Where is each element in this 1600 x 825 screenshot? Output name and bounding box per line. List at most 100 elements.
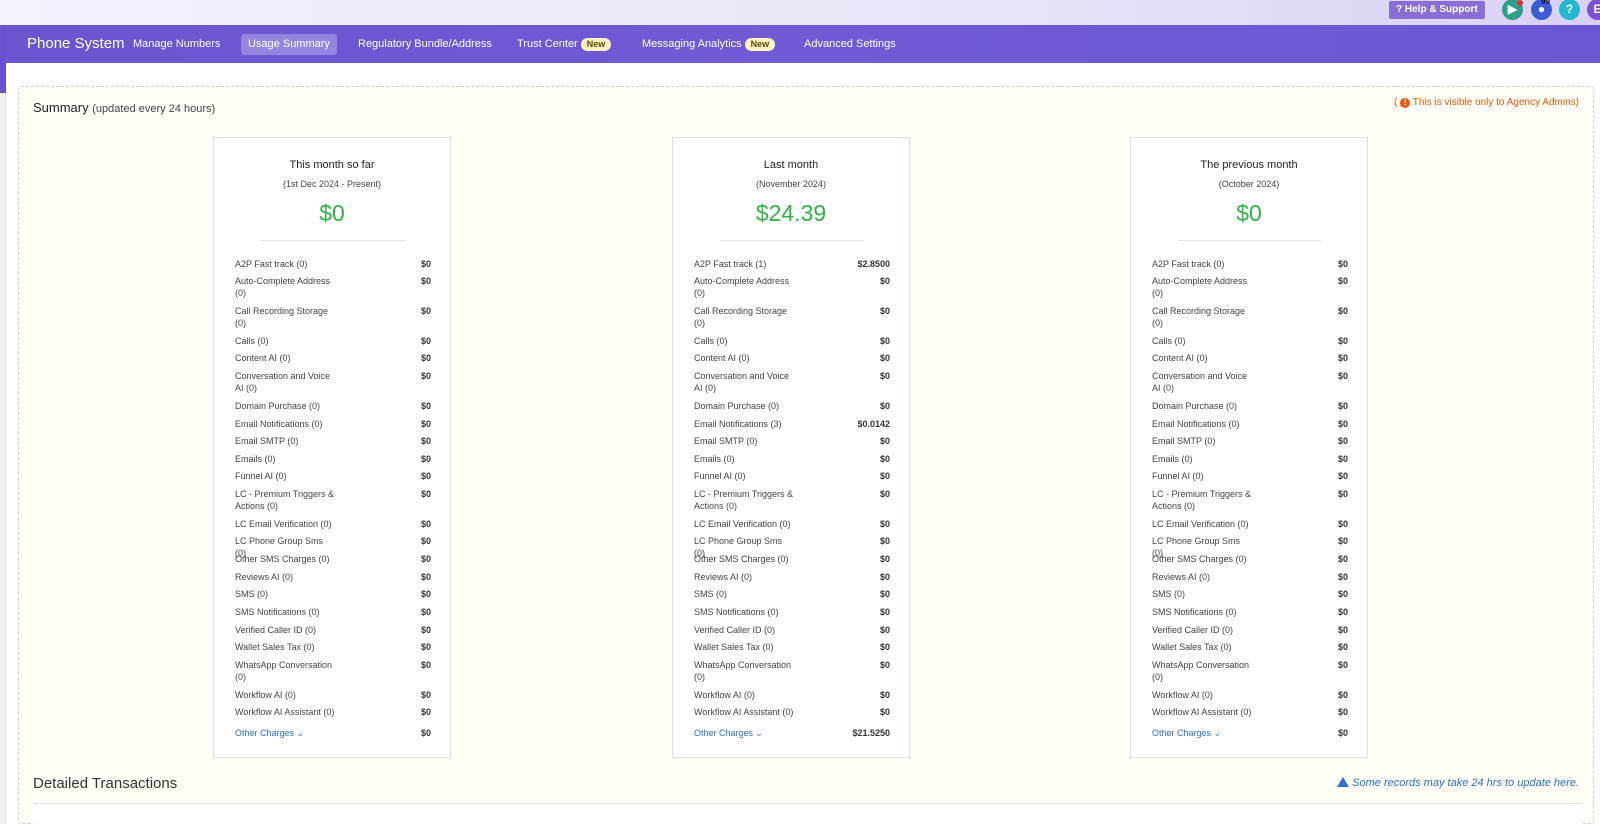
usage-row-amount: $0 [879, 690, 890, 700]
usage-row-label: Domain Purchase (0) [235, 401, 321, 411]
usage-row-amount: $0 [420, 607, 431, 617]
usage-row-label: Call Recording Storage (0) [235, 306, 329, 328]
agency-admin-note: ( ! This is visible only to Agency Admin… [1394, 97, 1579, 108]
other-charges-toggle[interactable]: Other Charges ⌄ [694, 728, 764, 738]
usage-row-amount: $0 [1337, 259, 1348, 269]
usage-row-amount: $0 [1337, 607, 1348, 617]
tab-messaging-analytics[interactable]: Messaging Analytics New [635, 34, 782, 55]
usage-row-label: A2P Fast track (0) [235, 259, 308, 269]
usage-row-amount: $0 [420, 554, 431, 564]
usage-row-label: LC Phone Group Sms (0) [694, 536, 783, 558]
usage-row-amount: $0 [879, 471, 890, 481]
usage-row-label: Wallet Sales Tax (0) [235, 642, 315, 652]
detailed-transactions-title: Detailed Transactions [33, 775, 178, 792]
usage-row-amount: $0 [420, 276, 431, 286]
card-date-range: (October 2024) [1218, 179, 1280, 189]
page-title: Phone System [27, 35, 125, 52]
other-charges-toggle[interactable]: Other Charges ⌄ [235, 728, 305, 738]
usage-row-amount: $0 [879, 371, 890, 381]
usage-row-amount: $0 [879, 401, 890, 411]
usage-row-label: Domain Purchase (0) [694, 401, 780, 411]
usage-row-amount: $2.8500 [857, 259, 890, 269]
usage-card-last-month: Last month (November 2024) $24.39 A2P Fast … [672, 137, 910, 758]
usage-row-label: Wallet Sales Tax (0) [1152, 642, 1232, 652]
bell-icon[interactable]: ● [1531, 0, 1552, 20]
usage-row-label: SMS Notifications (0) [1152, 607, 1237, 617]
help-support-button[interactable]: ? Help & Support [1389, 1, 1485, 19]
card-title: Last month [763, 159, 819, 171]
usage-row-label: Email Notifications (0) [235, 419, 323, 429]
usage-row-amount: $0 [420, 336, 431, 346]
card-total: $0 [319, 200, 345, 226]
usage-row-label: Conversation and Voice AI (0) [235, 371, 331, 393]
usage-row-label: Auto-Complete Address (0) [694, 276, 790, 298]
usage-row-amount: $0 [420, 536, 431, 546]
usage-row-label: Content AI (0) [694, 353, 750, 363]
question-icon[interactable]: ? [1559, 0, 1580, 20]
usage-row-label: Workflow AI (0) [235, 690, 296, 700]
usage-row-amount: $0 [879, 436, 890, 446]
tab-usage-summary[interactable]: Usage Summary [241, 34, 337, 55]
tab-advanced-settings[interactable]: Advanced Settings [804, 38, 896, 50]
tab-trust-center[interactable]: Trust Center New [510, 34, 618, 55]
tab-regulatory-bundle[interactable]: Regulatory Bundle/Address [358, 38, 492, 50]
usage-row-amount: $0 [420, 690, 431, 700]
usage-row-amount: $0 [1337, 353, 1348, 363]
card-total: $0 [1236, 200, 1262, 226]
divider [1178, 240, 1322, 241]
usage-row-label: Other SMS Charges (0) [1152, 554, 1247, 564]
usage-row-label: Emails (0) [694, 454, 735, 464]
usage-row-label: Emails (0) [235, 454, 276, 464]
usage-row-amount: $0 [1337, 690, 1348, 700]
chevron-down-icon: ⌄ [296, 728, 305, 738]
usage-row-amount: $0 [1337, 554, 1348, 564]
usage-row-label: Email Notifications (3) [694, 419, 782, 429]
usage-row-amount: $0 [879, 519, 890, 529]
usage-row-amount: $0 [420, 471, 431, 481]
usage-row-label: Calls (0) [1152, 336, 1186, 346]
usage-row-amount: $0 [1337, 707, 1348, 717]
usage-row-label: Funnel AI (0) [1152, 471, 1204, 481]
usage-row-label: LC Email Verification (0) [1152, 519, 1249, 529]
usage-row-amount: $0 [420, 371, 431, 381]
usage-row-amount: $0 [1337, 401, 1348, 411]
usage-row-label: Auto-Complete Address (0) [235, 276, 331, 298]
usage-row-amount: $0 [879, 572, 890, 582]
usage-row-label: Calls (0) [694, 336, 728, 346]
usage-row-amount: $0 [1337, 371, 1348, 381]
usage-row-amount: $0 [1337, 519, 1348, 529]
usage-row-amount: $0 [879, 489, 890, 499]
usage-row-label: Reviews AI (0) [235, 572, 294, 582]
other-charges-toggle[interactable]: Other Charges ⌄ [1152, 728, 1222, 738]
usage-row-amount: $0 [1337, 306, 1348, 316]
usage-row-label: LC - Premium Triggers & Actions (0) [235, 489, 335, 511]
usage-row-amount: $0 [879, 306, 890, 316]
usage-row-amount: $0 [879, 336, 890, 346]
usage-row-label: SMS Notifications (0) [235, 607, 320, 617]
usage-row-label: Other SMS Charges (0) [235, 554, 330, 564]
usage-row-amount: $0 [420, 436, 431, 446]
avatar[interactable]: E [1587, 0, 1600, 20]
new-badge: New [580, 38, 612, 51]
other-charges-amount: $0 [420, 728, 431, 738]
usage-row-label: Other SMS Charges (0) [694, 554, 789, 564]
usage-row-amount: $0 [420, 519, 431, 529]
usage-row-amount: $0 [879, 707, 890, 717]
usage-row-label: WhatsApp Conversation (0) [694, 660, 792, 682]
usage-card-previous-month: The previous month (October 2024) $0 A2P Fa… [1130, 137, 1368, 758]
usage-row-amount: $0 [1337, 489, 1348, 499]
usage-row-label: Conversation and Voice AI (0) [1152, 371, 1248, 393]
usage-row-amount: $0 [420, 454, 431, 464]
usage-row-label: A2P Fast track (1) [694, 259, 767, 269]
usage-row-label: LC Email Verification (0) [694, 519, 791, 529]
usage-row-label: Domain Purchase (0) [1152, 401, 1238, 411]
usage-row-label: Calls (0) [235, 336, 269, 346]
tab-manage-numbers[interactable]: Manage Numbers [133, 38, 221, 50]
usage-row-amount: $0 [420, 306, 431, 316]
usage-row-label: Workflow AI Assistant (0) [1152, 707, 1252, 717]
card-title: The previous month [1200, 159, 1298, 171]
card-total: $24.39 [755, 200, 827, 226]
phone-system-nav: Phone System Manage Numbers Usage Summar… [6, 25, 1600, 63]
usage-row-amount: $0 [879, 536, 890, 546]
usage-row-label: SMS (0) [1152, 589, 1186, 599]
